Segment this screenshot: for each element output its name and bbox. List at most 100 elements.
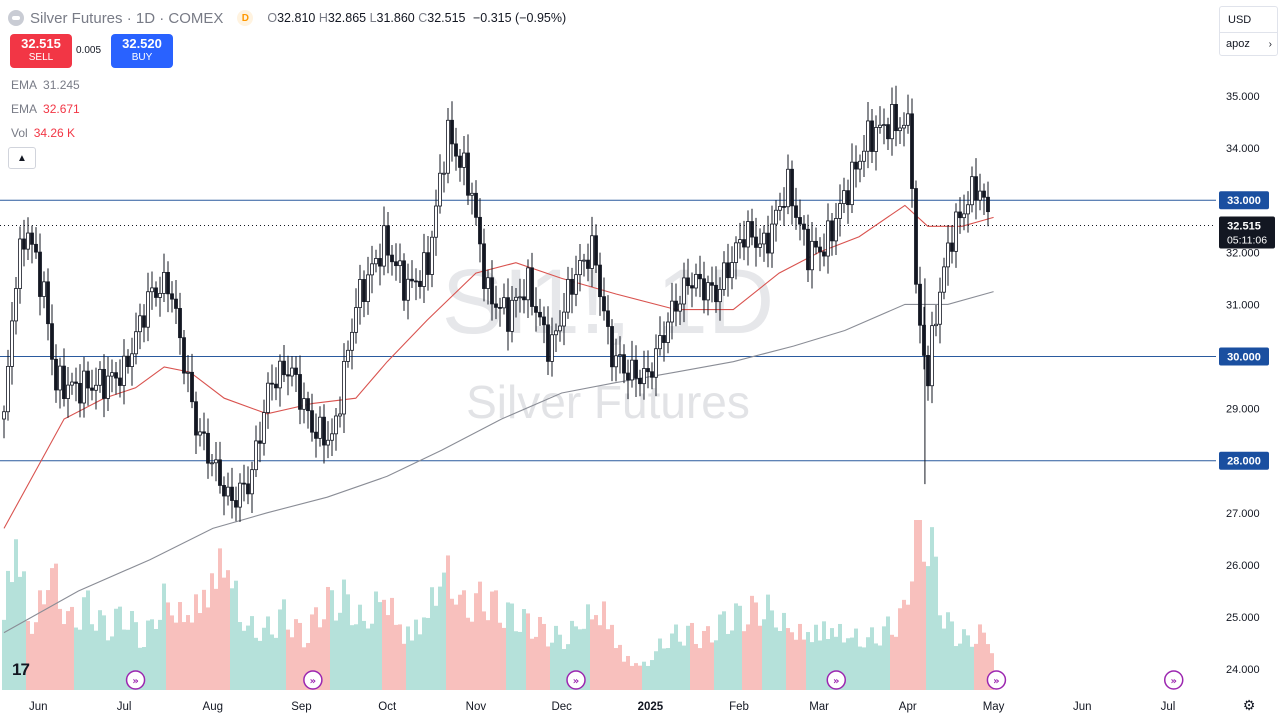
close-value: 32.515 [427, 11, 466, 25]
indicator-ema-slow[interactable]: EMA 31.245 [11, 78, 80, 92]
volume-bar [94, 630, 98, 690]
volume-bar [330, 590, 334, 690]
volume-bar [362, 620, 366, 690]
event-marker-icon[interactable] [303, 670, 323, 690]
candle-down [402, 260, 406, 301]
event-marker-icon[interactable] [566, 670, 586, 690]
candle-down [698, 273, 702, 280]
volume-bar [638, 665, 642, 690]
event-marker-icon[interactable] [986, 670, 1007, 690]
volume-bar [302, 647, 306, 690]
volume-bar [566, 644, 570, 690]
candle-down [414, 280, 418, 283]
event-marker-icon[interactable] [826, 670, 847, 690]
volume-bar [670, 633, 674, 690]
symbol-title[interactable]: Silver Futures · 1D · COMEX [30, 9, 224, 27]
unit-dropdown[interactable]: apoz › [1219, 32, 1278, 56]
event-marker-icon[interactable] [1163, 670, 1184, 690]
candle-down [950, 242, 954, 252]
indicator-ema-fast[interactable]: EMA 32.671 [11, 102, 80, 116]
volume-bar [38, 590, 42, 690]
volume-bar [490, 591, 494, 690]
candle-up [422, 252, 426, 287]
candle-down [538, 311, 542, 318]
gear-icon[interactable]: ⚙ [1242, 697, 1256, 713]
volume-bar [882, 626, 886, 690]
event-marker-icon[interactable] [125, 670, 146, 690]
candle-down [30, 232, 34, 245]
volume-bar [450, 598, 454, 690]
volume-bar [494, 590, 498, 690]
volume-bar [726, 633, 730, 690]
volume-bar [758, 625, 762, 690]
volume-bar [942, 628, 946, 690]
current-price-tag [1219, 216, 1275, 249]
tradingview-logo-icon[interactable]: 17 [12, 660, 30, 679]
candle-up [578, 260, 582, 276]
ema-fast-line [3, 204, 994, 529]
price-tick-label: 32.000 [1226, 247, 1260, 259]
unit-label: apoz [1226, 38, 1250, 50]
candle-up [82, 370, 86, 404]
candle-down [870, 120, 874, 152]
volume-bar [586, 604, 590, 690]
volume-bar [422, 617, 426, 690]
level-tag-label: 28.000 [1227, 456, 1261, 468]
volume-bar [870, 627, 874, 690]
candle-up [210, 462, 214, 465]
volume-bar [278, 609, 282, 690]
ema-fast-line [3, 204, 994, 529]
candle-down [522, 296, 526, 301]
candle-up [214, 459, 218, 464]
candle-down [118, 377, 122, 386]
volume-bar [14, 539, 18, 690]
volume-bar [358, 604, 362, 690]
current-price-label: 32.515 [1227, 220, 1261, 232]
volume-bar [810, 642, 814, 690]
candle-down [634, 359, 638, 379]
volume-bar [298, 622, 302, 690]
candle-up [122, 355, 126, 386]
time-tick-label: 2025 [638, 701, 664, 713]
candle-down [142, 315, 146, 328]
candle-up [858, 160, 862, 170]
volume-bar [154, 629, 158, 690]
candle-up [902, 124, 906, 129]
candle-up [374, 258, 378, 265]
candle-up [670, 300, 674, 323]
time-tick-label: Jul [117, 701, 132, 713]
candle-down [282, 360, 286, 376]
high-value: 32.865 [327, 11, 367, 25]
currency-button[interactable]: USD [1219, 6, 1278, 32]
candle-down [710, 282, 714, 286]
candle-up [694, 273, 698, 289]
price-tick-label: 29.000 [1226, 404, 1260, 416]
candle-up [442, 172, 446, 175]
ohlc-readout: O32.810 H32.865 L31.860 C32.515 −0.315 (… [267, 11, 566, 25]
interval-badge[interactable]: D [237, 10, 254, 26]
volume-bar [394, 624, 398, 690]
volume-bar [186, 615, 190, 690]
candle-down [298, 374, 302, 410]
candle-down [50, 323, 54, 360]
candle-down [410, 278, 414, 282]
candle-up [58, 365, 62, 391]
time-tick-label: May [983, 701, 1005, 713]
volume-bar [282, 599, 286, 690]
candle-up [882, 124, 886, 127]
buy-button[interactable]: 32.520 BUY [111, 34, 173, 68]
volume-bar [602, 601, 606, 690]
candle-up [762, 232, 766, 245]
candle-down [802, 223, 806, 230]
volume-bar [642, 661, 646, 690]
indicator-value: 32.671 [43, 102, 80, 116]
volume-bar [290, 637, 294, 690]
sell-button[interactable]: 32.515 SELL [10, 34, 72, 68]
price-tick-label: 31.000 [1226, 299, 1260, 311]
collapse-indicators-button[interactable]: ▲ [8, 147, 36, 169]
candle-down [674, 300, 678, 312]
indicator-volume[interactable]: Vol 34.26 K [11, 126, 75, 140]
candle-down [798, 217, 802, 225]
ema-slow-line [3, 291, 994, 634]
